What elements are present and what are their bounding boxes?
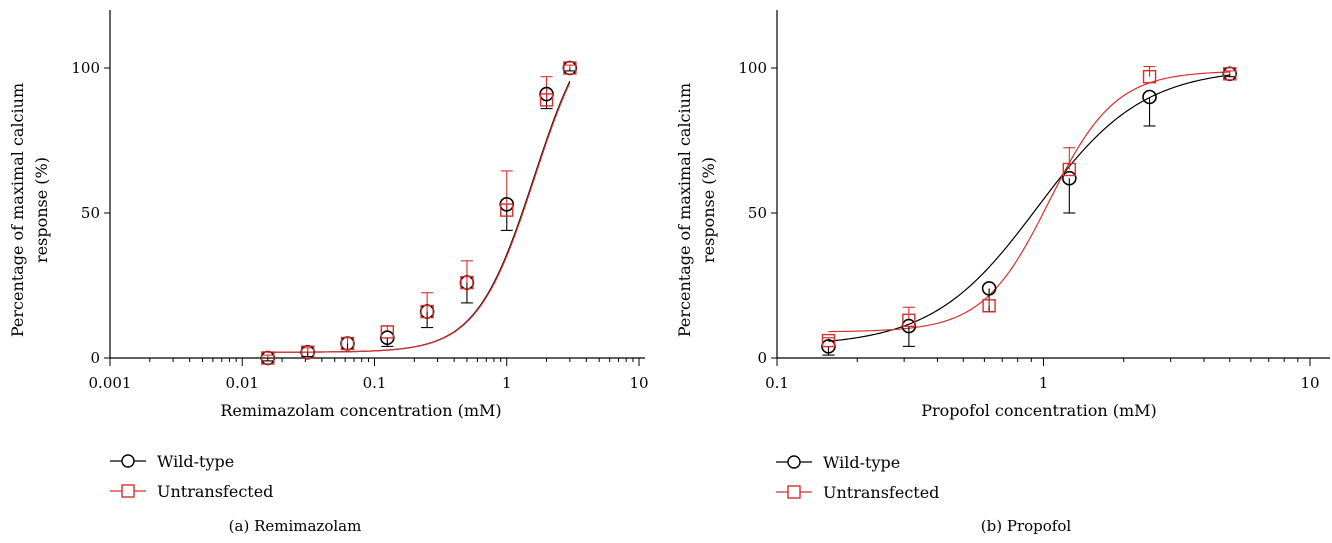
data-point-square	[982, 299, 996, 313]
data-point-square	[539, 93, 554, 107]
data-point-square	[340, 336, 355, 351]
data-point-square	[380, 325, 395, 339]
legend-wild-type-swatch	[110, 454, 146, 468]
x-tick-label: 10	[1300, 374, 1319, 392]
y-tick-label: 100	[738, 59, 767, 77]
panel-propofol-points	[821, 66, 1238, 354]
data-point-square	[1142, 69, 1157, 84]
panel-propofol-fit-curves	[828, 71, 1230, 342]
x-tick-label: 0.1	[765, 374, 789, 392]
panel-remimazolam-axes: 0 50 100 0.001 0.01 0.1 1 10	[71, 10, 649, 392]
fit-curve-wild-type	[267, 81, 571, 353]
data-point-square	[300, 345, 315, 359]
panel-remimazolam-y-axis-title-line1: Percentage of maximal calcium	[8, 83, 27, 337]
fit-curve-untransfected	[828, 71, 1230, 333]
data-point-square	[821, 333, 836, 348]
legend-untransfected-swatch	[776, 485, 812, 499]
x-tick-label: 1	[502, 374, 512, 392]
fit-curve-untransfected	[267, 82, 571, 353]
data-point-circle	[981, 281, 997, 296]
legend-wild-type-swatch	[776, 455, 812, 469]
data-point-circle	[1062, 170, 1077, 186]
data-point-square	[1223, 67, 1237, 81]
data-point-square	[1062, 162, 1077, 177]
y-tick-label: 0	[90, 349, 100, 367]
data-point-square	[902, 313, 916, 327]
data-point-square	[460, 275, 474, 290]
y-tick-label: 100	[71, 59, 100, 77]
panel-remimazolam: 0 50 100 0.001 0.01 0.1 1 10 Remimazolam concen…	[8, 10, 649, 535]
data-point-square	[261, 351, 275, 365]
panel-propofol-x-axis-title: Propofol concentration (mM)	[921, 401, 1157, 420]
panel-propofol-legend: Wild-type Untransfected	[776, 453, 939, 502]
legend-wild-type-label: Wild-type	[823, 453, 900, 472]
y-tick-label: 0	[757, 349, 767, 367]
panel-propofol-axes: 0 50 100 0.1 1 10	[738, 10, 1330, 392]
panel-propofol-error-bars	[822, 66, 1236, 356]
panel-remimazolam-fit-curves	[267, 81, 571, 353]
y-tick-label: 50	[748, 204, 767, 222]
panel-propofol-y-axis-title-line1: Percentage of maximal calcium	[675, 83, 694, 337]
panel-remimazolam-points	[260, 60, 578, 366]
fit-curve-wild-type	[828, 74, 1230, 342]
panel-remimazolam-x-axis-title: Remimazolam concentration (mM)	[220, 401, 501, 420]
data-point-square	[420, 304, 434, 319]
legend-untransfected-label: Untransfected	[157, 482, 273, 501]
panel-remimazolam-error-bars	[261, 64, 576, 362]
panel-propofol-y-axis-title-line2: response (%)	[699, 157, 718, 263]
data-point-square	[563, 61, 577, 75]
x-tick-label: 1	[1039, 374, 1049, 392]
legend-untransfected-swatch	[110, 484, 146, 498]
data-point-circle	[1142, 89, 1157, 105]
x-tick-label: 0.1	[363, 374, 387, 392]
x-tick-label: 0.01	[226, 374, 259, 392]
panel-propofol: 0 50 100 0.1 1 10 Propofol concentration (mM)…	[675, 10, 1330, 535]
x-tick-label: 10	[629, 374, 648, 392]
panel-remimazolam-y-axis-title-line2: response (%)	[32, 157, 51, 263]
panel-propofol-caption: (b) Propofol	[981, 517, 1072, 535]
data-point-square	[500, 203, 514, 217]
legend-wild-type-label: Wild-type	[157, 452, 234, 471]
x-tick-label: 0.001	[89, 374, 132, 392]
legend-untransfected-label: Untransfected	[823, 483, 939, 502]
panel-remimazolam-legend: Wild-type Untransfected	[110, 452, 273, 501]
y-tick-label: 50	[81, 204, 100, 222]
panel-remimazolam-caption: (a) Remimazolam	[229, 517, 362, 535]
